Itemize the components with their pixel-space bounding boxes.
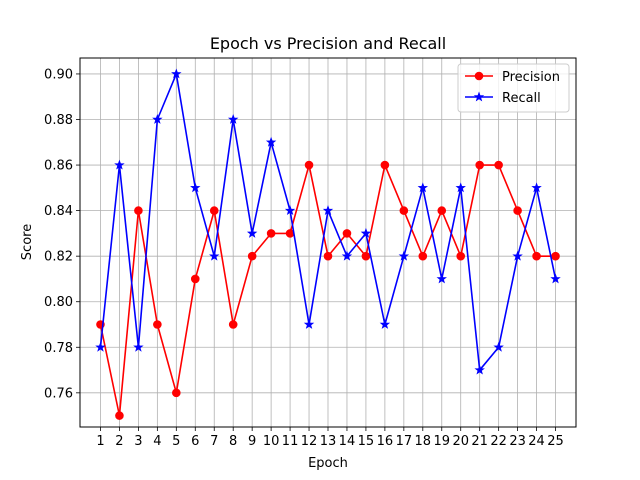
recall-point <box>190 182 201 193</box>
legend-marker-recall <box>473 91 485 102</box>
precision-point <box>134 206 143 215</box>
x-tick-label: 4 <box>153 434 161 449</box>
chart-title: Epoch vs Precision and Recall <box>210 34 446 53</box>
x-tick-label: 3 <box>134 434 142 449</box>
precision-point <box>475 160 484 170</box>
x-tick-label: 20 <box>452 434 469 449</box>
y-tick-label: 0.76 <box>44 386 73 401</box>
precision-point <box>304 160 314 170</box>
recall-point <box>493 341 504 352</box>
precision-point <box>266 229 276 238</box>
legend-precision-marker <box>474 71 484 81</box>
x-tick-label: 21 <box>471 434 488 449</box>
recall-point <box>512 250 523 261</box>
precision-point <box>513 206 522 215</box>
precision-point <box>342 229 352 238</box>
precision-point <box>228 320 238 329</box>
legend-recall-marker <box>473 91 485 102</box>
x-tick-label: 14 <box>339 434 356 449</box>
recall-point <box>531 182 542 193</box>
legend-label-precision: Precision <box>502 70 560 85</box>
precision-point <box>190 274 200 284</box>
x-tick-label: 23 <box>509 434 526 449</box>
x-tick-label: 5 <box>172 434 180 449</box>
y-tick-label: 0.86 <box>44 159 73 174</box>
x-tick-label: 13 <box>320 434 337 449</box>
legend: Precision Recall <box>457 63 570 113</box>
y-tick-label: 0.88 <box>44 113 73 128</box>
precision-point <box>551 251 560 261</box>
recall-point <box>303 319 315 329</box>
x-tick-label: 11 <box>282 434 299 449</box>
x-tick-label: 22 <box>490 434 507 449</box>
x-tick-label: 1 <box>96 434 104 449</box>
y-tick-label: 0.84 <box>44 204 73 219</box>
y-tick-label: 0.82 <box>44 250 73 265</box>
recall-point <box>360 227 372 238</box>
legend-label-recall: Recall <box>502 91 541 106</box>
series-layer <box>95 68 561 420</box>
recall-point <box>114 159 125 170</box>
y-tick-label: 0.90 <box>44 67 73 82</box>
x-axis: 1 2 3 4 5 6 7 8 9 10 11 12 13 14 15 16 17 18 19 20 21 22 23 24 2… <box>96 427 564 449</box>
recall-point <box>417 182 429 193</box>
recall-point <box>341 250 353 261</box>
precision-point <box>494 160 503 170</box>
y-axis: 0.76 0.78 0.80 0.82 0.84 0.86 0.88 0.90 <box>44 67 80 401</box>
precision-point <box>437 206 447 215</box>
recall-point <box>398 250 410 261</box>
x-tick-label: 2 <box>115 434 123 449</box>
precision-point <box>418 251 428 261</box>
recall-point <box>133 341 144 352</box>
precision-point <box>153 320 162 329</box>
precision-point <box>399 206 409 215</box>
x-tick-label: 6 <box>191 434 199 449</box>
recall-point <box>284 205 296 216</box>
precision-point <box>532 251 541 261</box>
precision-point <box>172 388 181 398</box>
recall-point <box>246 227 258 238</box>
legend-marker-precision <box>474 71 484 81</box>
x-tick-label: 18 <box>415 434 432 449</box>
x-tick-label: 9 <box>248 434 256 449</box>
x-tick-label: 10 <box>263 434 280 449</box>
x-tick-label: 7 <box>210 434 218 449</box>
precision-point <box>115 411 124 420</box>
recall-point <box>227 114 239 124</box>
grid-lines <box>80 58 576 427</box>
x-tick-label: 12 <box>301 434 318 449</box>
series-recall <box>95 68 561 375</box>
x-tick-label: 24 <box>528 434 545 449</box>
precision-point <box>323 251 333 261</box>
recall-point <box>95 341 106 352</box>
precision-point <box>209 206 219 215</box>
recall-point <box>436 273 447 284</box>
recall-point <box>474 364 485 375</box>
x-tick-label: 16 <box>377 434 394 449</box>
x-axis-title: Epoch <box>308 456 348 471</box>
recall-point <box>379 319 391 329</box>
precision-point <box>361 251 371 261</box>
x-tick-label: 25 <box>547 434 564 449</box>
x-tick-label: 17 <box>396 434 413 449</box>
recall-point <box>322 205 334 216</box>
y-tick-label: 0.80 <box>44 295 73 310</box>
precision-point <box>247 251 257 261</box>
recall-point <box>265 136 277 147</box>
precision-point <box>380 160 390 170</box>
recall-point <box>455 182 466 193</box>
recall-point <box>209 250 220 261</box>
x-tick-label: 8 <box>229 434 237 449</box>
x-tick-label: 19 <box>433 434 450 449</box>
recall-point <box>550 273 561 284</box>
precision-point <box>456 251 466 261</box>
recall-point <box>171 68 182 79</box>
y-tick-label: 0.78 <box>44 341 73 356</box>
x-tick-label: 15 <box>358 434 375 449</box>
series-precision <box>96 160 560 420</box>
y-axis-title: Score <box>20 224 35 260</box>
recall-point <box>152 114 163 124</box>
